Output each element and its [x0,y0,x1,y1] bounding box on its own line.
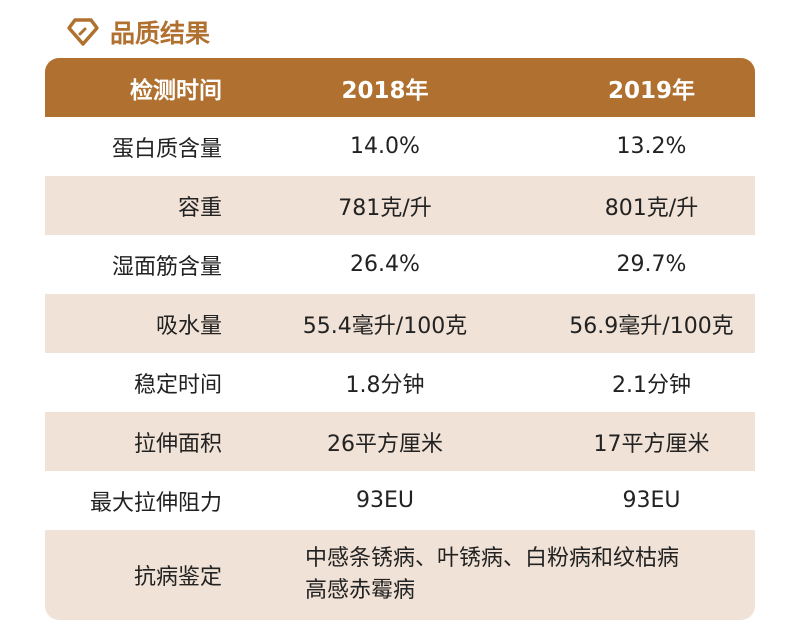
quality-table: 检测时间 2018年 2019年 蛋白质含量 14.0% 13.2% 容重 781克/升… [45,58,755,620]
row-label: 抗病鉴定 [133,565,222,590]
value-2018: 26.4% [350,252,420,277]
value-2018: 93EU [356,488,414,513]
table-row: 拉伸面积 26平方厘米 17平方厘米 [45,412,755,471]
value-2018: 55.4毫升/100克 [302,313,468,339]
row-label: 湿面筋含量 [111,254,222,280]
table-row: 吸水量 55.4毫升/100克 56.9毫升/100克 [45,294,755,353]
table-row: 蛋白质含量 14.0% 13.2% [45,117,755,176]
table-row: 湿面筋含量 26.4% 29.7% [45,235,755,294]
disease-line: 高感赤霉病 [305,578,416,603]
section-title: 品质结果 [66,14,210,50]
value-2019: 2.1分钟 [612,372,691,398]
row-label: 蛋白质含量 [111,136,222,162]
value-2019: 801克/升 [604,195,699,221]
value-2018: 14.0% [350,134,420,159]
value-2018: 781克/升 [338,195,432,221]
disease-line: 中感条锈病、叶锈病、白粉病和纹枯病 [305,546,680,571]
header-cell: 检测时间 [130,77,222,104]
value-2019: 13.2% [616,134,687,159]
value-2019: 17平方厘米 [593,431,710,457]
table-row: 容重 781克/升 801克/升 [45,176,755,235]
value-2018: 1.8分钟 [345,372,425,398]
row-label: 容重 [177,195,222,221]
header-cell: 2018年 [341,77,429,104]
value-2019: 93EU [622,488,681,513]
table-row: 最大拉伸阻力 93EU 93EU [45,471,755,530]
header-cell: 2019年 [607,77,695,104]
value-2018: 26平方厘米 [327,431,443,457]
row-label: 稳定时间 [133,372,222,398]
value-2019: 56.9毫升/100克 [569,313,734,339]
row-label: 最大拉伸阻力 [89,490,222,516]
value-2019: 29.7% [616,252,687,277]
title-text: 品质结果 [110,19,211,48]
table-header: 检测时间 2018年 2019年 [45,58,755,117]
table-row: 稳定时间 1.8分钟 2.1分钟 [45,353,755,412]
disease-value: 中感条锈病、叶锈病、白粉病和纹枯病 高感赤霉病 [305,543,679,607]
diamond-icon [67,18,99,46]
row-label: 拉伸面积 [133,431,222,457]
table-row-disease: 抗病鉴定 中感条锈病、叶锈病、白粉病和纹枯病 高感赤霉病 [45,530,755,620]
row-label: 吸水量 [155,313,222,339]
